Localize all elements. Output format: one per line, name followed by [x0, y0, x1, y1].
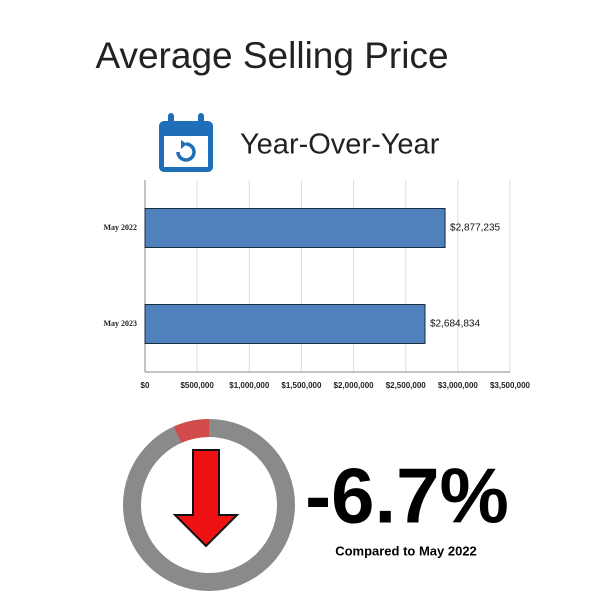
- calendar-icon: [159, 113, 213, 172]
- x-tick-label: $3,500,000: [490, 381, 531, 390]
- x-tick-label: $1,500,000: [281, 381, 322, 390]
- value-label: $2,877,235: [450, 223, 500, 234]
- bar: [144, 304, 426, 344]
- change-value: -6.7%: [305, 452, 509, 540]
- subtitle: Year-Over-Year: [240, 129, 440, 161]
- arrow: [172, 449, 240, 548]
- y-tick-label: May 2023: [103, 319, 137, 328]
- x-tick-label: $1,000,000: [229, 381, 270, 390]
- x-tick-label: $2,500,000: [386, 381, 427, 390]
- bar: [144, 208, 446, 248]
- x-tick-label: $3,000,000: [438, 381, 479, 390]
- donut-segment: [173, 419, 210, 444]
- x-tick-label: $0: [141, 381, 150, 390]
- title: Average Selling Price: [95, 35, 448, 76]
- x-tick-label: $2,000,000: [334, 381, 375, 390]
- value-label: $2,684,834: [430, 319, 480, 330]
- y-tick-label: May 2022: [103, 223, 137, 232]
- x-tick-label: $500,000: [180, 381, 214, 390]
- caption: Compared to May 2022: [335, 543, 477, 558]
